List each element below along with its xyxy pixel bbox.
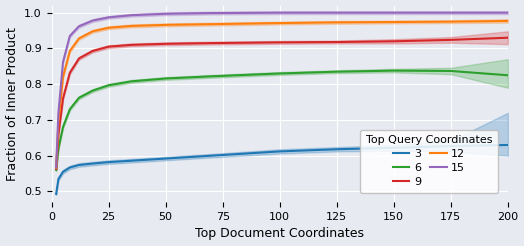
6	[391, 69, 397, 72]
12	[90, 30, 96, 33]
3	[53, 192, 59, 195]
12	[391, 20, 397, 23]
3	[208, 154, 214, 157]
15	[277, 11, 283, 14]
6	[128, 80, 135, 83]
15	[128, 14, 135, 17]
9	[391, 40, 397, 43]
15	[90, 19, 96, 22]
12	[162, 23, 169, 26]
9	[505, 36, 511, 39]
6	[56, 147, 62, 150]
9	[53, 168, 59, 170]
9	[447, 38, 454, 41]
Line: 6: 6	[56, 71, 508, 170]
6	[447, 70, 454, 73]
15	[76, 25, 82, 28]
3	[76, 164, 82, 167]
6	[208, 75, 214, 78]
Y-axis label: Fraction of Inner Product: Fraction of Inner Product	[6, 27, 18, 181]
3	[105, 161, 112, 164]
X-axis label: Top Document Coordinates: Top Document Coordinates	[195, 228, 364, 240]
9	[60, 97, 66, 100]
Legend: 3, 6, 9, 12, 15: 3, 6, 9, 12, 15	[360, 130, 498, 193]
12	[447, 20, 454, 23]
3	[447, 145, 454, 148]
3	[56, 177, 62, 180]
9	[277, 41, 283, 44]
9	[56, 133, 62, 136]
6	[162, 77, 169, 80]
6	[60, 126, 66, 129]
9	[105, 45, 112, 48]
9	[162, 42, 169, 45]
3	[391, 146, 397, 149]
9	[90, 49, 96, 52]
3	[505, 143, 511, 146]
Line: 12: 12	[56, 21, 508, 168]
12	[334, 21, 340, 24]
12	[67, 49, 73, 52]
15	[447, 11, 454, 14]
Line: 9: 9	[56, 38, 508, 169]
12	[60, 76, 66, 78]
3	[162, 157, 169, 160]
9	[67, 71, 73, 74]
12	[128, 24, 135, 27]
15	[53, 166, 59, 169]
15	[162, 12, 169, 15]
9	[208, 42, 214, 45]
3	[90, 162, 96, 165]
6	[105, 84, 112, 87]
12	[208, 23, 214, 26]
6	[67, 108, 73, 111]
Line: 3: 3	[56, 145, 508, 194]
12	[53, 167, 59, 170]
6	[76, 96, 82, 99]
3	[67, 166, 73, 169]
15	[67, 34, 73, 37]
6	[334, 70, 340, 73]
6	[505, 74, 511, 77]
6	[277, 72, 283, 75]
12	[505, 19, 511, 22]
15	[334, 11, 340, 14]
15	[56, 111, 62, 114]
6	[90, 89, 96, 92]
9	[76, 57, 82, 60]
3	[277, 150, 283, 153]
12	[76, 37, 82, 40]
3	[128, 159, 135, 162]
15	[505, 11, 511, 14]
3	[60, 170, 66, 173]
15	[105, 16, 112, 19]
6	[53, 169, 59, 171]
12	[277, 22, 283, 25]
15	[208, 12, 214, 15]
Line: 15: 15	[56, 13, 508, 168]
12	[56, 120, 62, 123]
3	[334, 148, 340, 151]
15	[60, 61, 66, 63]
9	[334, 41, 340, 44]
12	[105, 26, 112, 29]
15	[391, 11, 397, 14]
9	[128, 43, 135, 46]
